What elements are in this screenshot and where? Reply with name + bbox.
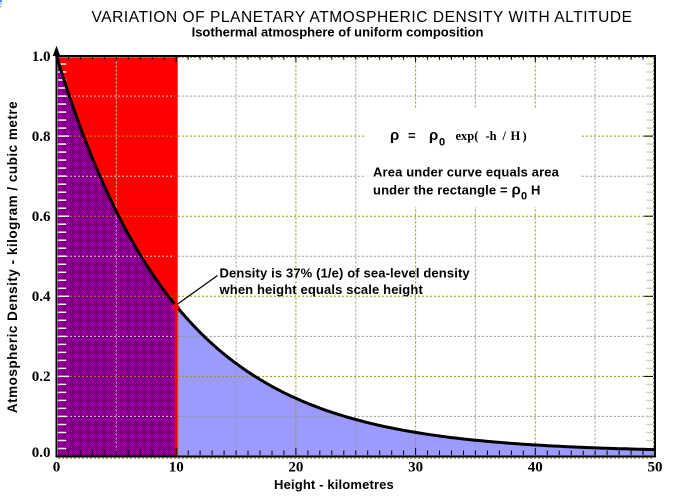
svg-text:/: / xyxy=(502,129,507,143)
svg-text:VARIATION OF PLANETARY ATMOSPH: VARIATION OF PLANETARY ATMOSPHERIC DENSI… xyxy=(92,9,633,26)
svg-text:1.0: 1.0 xyxy=(32,49,51,65)
svg-text:Height - kilometres: Height - kilometres xyxy=(274,477,394,492)
svg-text:0.4: 0.4 xyxy=(32,289,51,305)
svg-text:under the rectangle = ρ0 H: under the rectangle = ρ0 H xyxy=(373,182,541,203)
svg-text:=: = xyxy=(408,128,416,143)
svg-text:Density is 37% (1/e) of sea-le: Density is 37% (1/e) of sea-level densit… xyxy=(220,266,471,281)
svg-text:0.2: 0.2 xyxy=(32,369,51,385)
svg-text:0.6: 0.6 xyxy=(32,209,51,225)
svg-text:0.0: 0.0 xyxy=(32,445,51,461)
svg-text:exp(: exp( xyxy=(456,129,479,143)
svg-text:H: H xyxy=(511,129,521,143)
svg-text:10: 10 xyxy=(169,460,184,476)
svg-text:-h: -h xyxy=(486,129,497,143)
svg-text:Atmospheric Density - kilogram: Atmospheric Density - kilogram / cubic m… xyxy=(5,101,20,413)
svg-text:20: 20 xyxy=(288,460,303,476)
svg-text:0.8: 0.8 xyxy=(32,129,51,145)
svg-text:30: 30 xyxy=(408,460,423,476)
svg-text:50: 50 xyxy=(648,460,663,476)
svg-text:0: 0 xyxy=(53,460,61,476)
svg-text:Isothermal atmosphere of unifo: Isothermal atmosphere of uniform composi… xyxy=(192,25,484,40)
svg-text:Area under curve equals area: Area under curve equals area xyxy=(373,165,560,180)
svg-text:ρ: ρ xyxy=(429,127,438,144)
svg-text:0: 0 xyxy=(439,137,445,149)
svg-text:ρ: ρ xyxy=(390,127,399,144)
svg-text:): ) xyxy=(523,129,527,143)
svg-text:when height equals scale heigh: when height equals scale height xyxy=(219,282,424,297)
svg-text:40: 40 xyxy=(528,460,543,476)
